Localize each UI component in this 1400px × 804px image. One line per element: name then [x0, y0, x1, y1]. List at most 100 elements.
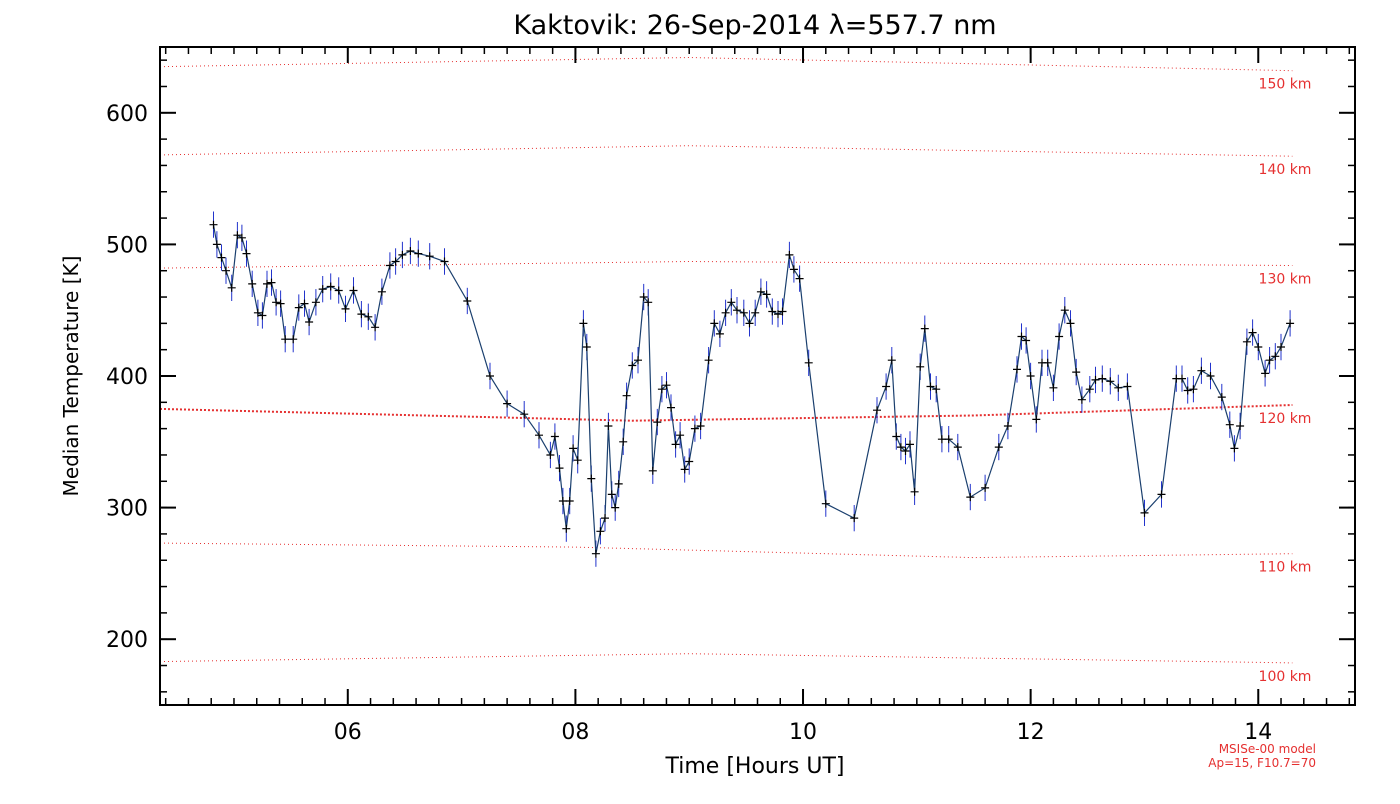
- data-point-27: [364, 312, 373, 321]
- data-point-43: [550, 432, 559, 441]
- data-point-100: [892, 432, 901, 441]
- data-point-68: [657, 385, 666, 394]
- data-point-143: [1217, 393, 1226, 402]
- data-point-24: [341, 304, 350, 313]
- data-point-106: [920, 324, 929, 333]
- data-point-113: [981, 483, 990, 492]
- model-curve-label-0: 150 km: [1259, 77, 1312, 93]
- data-point-103: [906, 440, 914, 449]
- data-point-125: [1060, 306, 1069, 315]
- data-point-101: [896, 443, 905, 452]
- data-point-42: [546, 451, 555, 459]
- data-point-107: [926, 382, 935, 391]
- data-point-109: [937, 435, 946, 444]
- data-point-71: [671, 440, 680, 449]
- data-point-3: [222, 266, 230, 275]
- data-point-82: [733, 306, 741, 315]
- data-point-23: [334, 286, 343, 295]
- data-point-75: [690, 424, 699, 433]
- data-point-152: [1271, 352, 1280, 361]
- model-curve-1: [159, 145, 1293, 157]
- data-point-19: [305, 318, 314, 326]
- data-point-31: [391, 257, 400, 266]
- model-curve-label-3: 120 km: [1259, 411, 1312, 427]
- data-point-151: [1265, 356, 1274, 365]
- data-point-2: [217, 253, 226, 262]
- data-point-146: [1236, 422, 1245, 430]
- data-point-88: [768, 307, 777, 316]
- x-tick-label-0: 06: [334, 720, 362, 745]
- data-point-61: [622, 391, 631, 400]
- data-point-92: [789, 265, 798, 274]
- data-point-69: [662, 381, 671, 390]
- y-tick-label-1: 300: [106, 497, 148, 522]
- data-point-59: [614, 479, 623, 488]
- data-point-95: [821, 499, 830, 508]
- data-point-54: [596, 527, 605, 536]
- data-point-110: [944, 435, 953, 444]
- model-curve-label-1: 140 km: [1259, 162, 1312, 178]
- data-point-50: [579, 319, 588, 328]
- data-point-104: [910, 487, 919, 496]
- data-point-41: [535, 431, 543, 440]
- data-point-7: [242, 249, 251, 258]
- data-point-145: [1230, 444, 1239, 453]
- data-point-57: [607, 490, 616, 499]
- data-point-89: [774, 310, 782, 319]
- data-point-150: [1261, 369, 1270, 378]
- data-point-20: [311, 298, 320, 307]
- data-point-74: [685, 457, 694, 466]
- data-point-97: [873, 406, 881, 415]
- model-curve-3: [159, 404, 1293, 422]
- data-point-38: [486, 372, 494, 380]
- x-tick-label-2: 10: [789, 720, 817, 745]
- data-point-15: [281, 335, 290, 344]
- data-point-139: [1183, 386, 1192, 395]
- data-point-62: [628, 361, 637, 370]
- data-point-22: [326, 282, 335, 291]
- data-point-129: [1085, 385, 1094, 394]
- data-point-36: [440, 257, 449, 266]
- data-point-112: [966, 493, 975, 502]
- data-point-81: [727, 298, 736, 307]
- data-point-96: [850, 514, 859, 523]
- data-point-9: [253, 308, 262, 317]
- data-point-37: [463, 297, 472, 305]
- data-point-13: [272, 298, 281, 307]
- data-point-131: [1098, 374, 1107, 383]
- data-point-49: [573, 456, 582, 465]
- data-point-47: [565, 497, 574, 505]
- data-point-91: [785, 250, 794, 259]
- data-point-48: [569, 444, 578, 453]
- data-point-4: [227, 283, 236, 292]
- data-point-119: [1026, 372, 1035, 380]
- data-point-17: [294, 303, 303, 312]
- data-point-52: [587, 474, 596, 483]
- data-point-56: [604, 422, 613, 430]
- model-curve-label-5: 100 km: [1259, 669, 1312, 685]
- data-point-34: [414, 249, 423, 258]
- data-point-118: [1022, 336, 1031, 345]
- data-point-0: [209, 220, 218, 229]
- data-point-29: [377, 287, 386, 296]
- data-point-130: [1091, 375, 1100, 384]
- data-point-39: [503, 399, 512, 408]
- data-point-14: [276, 299, 285, 308]
- data-point-93: [795, 274, 804, 283]
- data-point-8: [248, 279, 257, 288]
- data-point-40: [520, 410, 529, 419]
- data-point-90: [778, 307, 787, 316]
- data-point-136: [1157, 490, 1166, 499]
- data-point-46: [562, 524, 571, 533]
- data-point-133: [1114, 383, 1123, 392]
- data-point-18: [300, 299, 309, 308]
- data-point-66: [648, 466, 657, 475]
- model-curve-0: [159, 56, 1293, 72]
- data-point-84: [745, 319, 754, 328]
- data-point-65: [644, 298, 653, 307]
- data-point-140: [1189, 385, 1198, 394]
- data-point-105: [916, 362, 925, 371]
- data-point-115: [1003, 422, 1012, 430]
- data-point-64: [639, 293, 648, 301]
- data-point-126: [1066, 319, 1075, 328]
